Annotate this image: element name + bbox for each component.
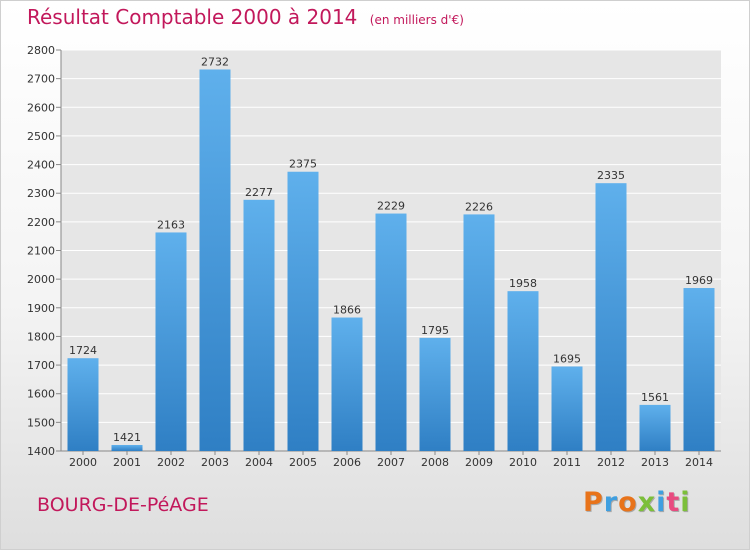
bar: [419, 337, 451, 451]
x-tick-label: 2014: [685, 456, 713, 469]
data-label: 2375: [289, 158, 317, 171]
bar: [243, 199, 275, 451]
y-tick-label: 1700: [27, 359, 55, 372]
x-tick-label: 2004: [245, 456, 273, 469]
logo-letter: t: [666, 487, 681, 518]
bar: [595, 183, 627, 452]
logo-letter: r: [603, 487, 619, 518]
bar: [639, 404, 671, 451]
bar: [67, 358, 99, 451]
x-tick-label: 2013: [641, 456, 669, 469]
data-label: 1969: [685, 274, 713, 287]
x-tick-label: 2003: [201, 456, 229, 469]
bar: [331, 317, 363, 451]
bar: [287, 171, 319, 451]
y-tick-label: 2000: [27, 273, 55, 286]
x-tick-label: 2011: [553, 456, 581, 469]
location-name: BOURG-DE-PéAGE: [37, 494, 209, 516]
x-tick-label: 2006: [333, 456, 361, 469]
logo-letter: P: [583, 487, 604, 518]
x-tick-label: 2002: [157, 456, 185, 469]
y-tick-label: 2200: [27, 216, 55, 229]
bar: [155, 232, 187, 451]
proxiti-logo: Proxiti: [583, 487, 691, 518]
x-tick-label: 2010: [509, 456, 537, 469]
x-tick-label: 2009: [465, 456, 493, 469]
y-tick-label: 2300: [27, 187, 55, 200]
bar: [683, 288, 715, 451]
data-label: 1561: [641, 391, 669, 404]
y-tick-label: 2400: [27, 159, 55, 172]
x-tick-label: 2000: [69, 456, 97, 469]
y-tick-label: 2500: [27, 130, 55, 143]
y-tick-label: 1600: [27, 388, 55, 401]
y-tick-label: 2600: [27, 101, 55, 114]
logo-letter: i: [680, 487, 691, 518]
chart-title-text: Résultat Comptable 2000 à 2014: [27, 5, 358, 29]
x-tick-label: 2007: [377, 456, 405, 469]
bar: [507, 291, 539, 451]
y-tick-label: 2700: [27, 73, 55, 86]
y-tick-label: 1500: [27, 416, 55, 429]
x-tick-label: 2005: [289, 456, 317, 469]
logo-letter: x: [637, 487, 657, 518]
data-label: 2732: [201, 55, 229, 68]
logo-letter: o: [618, 487, 638, 518]
x-tick-label: 2001: [113, 456, 141, 469]
y-tick-label: 2100: [27, 245, 55, 258]
data-label: 1795: [421, 324, 449, 337]
bar: [551, 366, 583, 451]
data-label: 1724: [69, 344, 97, 357]
data-label: 2277: [245, 186, 273, 199]
data-label: 2335: [597, 169, 625, 182]
data-label: 2229: [377, 200, 405, 213]
bar: [111, 444, 143, 451]
chart-subtitle: (en milliers d'€): [369, 13, 464, 27]
x-tick-label: 2008: [421, 456, 449, 469]
x-tick-label: 2012: [597, 456, 625, 469]
data-label: 1421: [113, 431, 141, 444]
logo-letter: i: [656, 487, 667, 518]
data-label: 2226: [465, 200, 493, 213]
bar: [375, 213, 407, 451]
data-label: 1695: [553, 353, 581, 366]
chart-title: Résultat Comptable 2000 à 2014 (en milli…: [27, 5, 464, 29]
bar: [199, 69, 231, 451]
y-tick-label: 1900: [27, 302, 55, 315]
data-label: 1866: [333, 304, 361, 317]
y-tick-label: 1400: [27, 445, 55, 458]
bar: [463, 214, 495, 451]
data-label: 2163: [157, 218, 185, 231]
data-label: 1958: [509, 277, 537, 290]
y-tick-label: 2800: [27, 44, 55, 57]
y-tick-label: 1800: [27, 330, 55, 343]
